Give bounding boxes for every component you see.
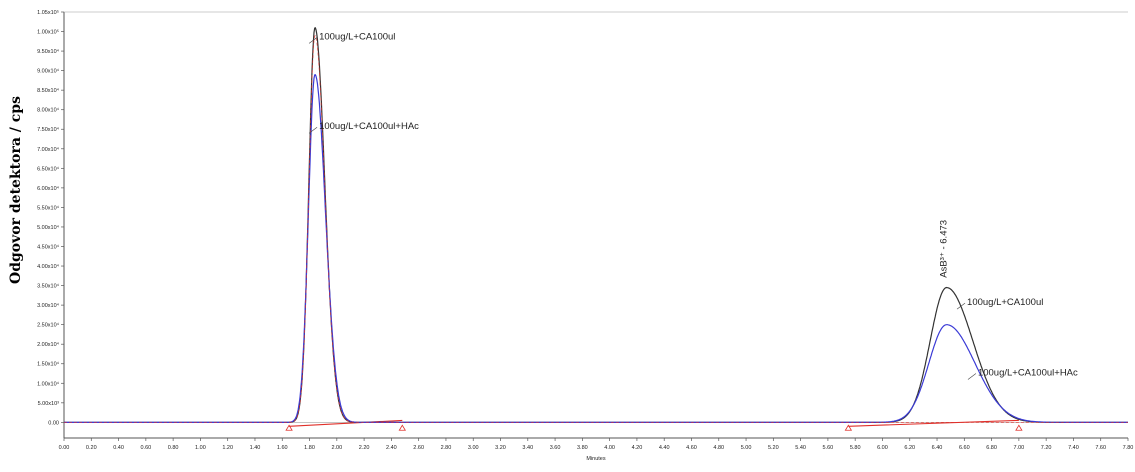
series-annotation: 100ug/L+CA100ul bbox=[967, 297, 1043, 308]
x-tick-label: 4.20 bbox=[632, 445, 643, 451]
x-tick-label: 1.40 bbox=[250, 445, 261, 451]
series-line-ca100ul-hac bbox=[64, 74, 1128, 423]
x-tick-label: 6.80 bbox=[986, 445, 997, 451]
x-tick-label: 0.00 bbox=[59, 445, 70, 451]
series-annotation: 100ug/L+CA100ul+HAc bbox=[319, 121, 419, 132]
x-tick-label: 1.00 bbox=[195, 445, 206, 451]
series-annotation: 100ug/L+CA100ul+HAc bbox=[978, 367, 1078, 378]
baseline-marker bbox=[285, 424, 293, 431]
y-tick-label: 5.00x10³ bbox=[38, 401, 60, 407]
x-tick-label: 1.20 bbox=[222, 445, 233, 451]
x-tick-label: 0.40 bbox=[113, 445, 124, 451]
x-tick-label: 3.40 bbox=[522, 445, 533, 451]
y-tick-label: 9.00x10⁴ bbox=[37, 68, 60, 75]
x-tick-label: 5.60 bbox=[823, 445, 834, 451]
annotation-leader bbox=[308, 127, 318, 134]
x-tick-label: 5.40 bbox=[795, 445, 806, 451]
annotation-leader bbox=[967, 373, 977, 380]
annotation-leader bbox=[956, 302, 966, 310]
x-tick-label: 4.60 bbox=[686, 445, 697, 451]
x-tick-label: 3.00 bbox=[468, 445, 479, 451]
x-tick-label: 1.60 bbox=[277, 445, 288, 451]
y-ticks: 0.00 5.00x10³ 1.00x10⁴ 1.50x10⁴ 2.00x10⁴ 2.50… bbox=[37, 9, 64, 426]
x-tick-label: 0.60 bbox=[140, 445, 151, 451]
x-tick-label: 7.00 bbox=[1014, 445, 1025, 451]
y-tick-label: 8.00x10⁴ bbox=[37, 107, 60, 114]
baseline-marker bbox=[844, 424, 853, 431]
x-ticks: 0.00 0.20 0.40 0.60 0.80 1.00 1.20 1.40 1.60 1.80… bbox=[59, 438, 1134, 451]
y-tick-label: 7.00x10⁴ bbox=[37, 146, 60, 153]
x-tick-label: 0.80 bbox=[168, 445, 179, 451]
x-tick-label: 3.60 bbox=[550, 445, 561, 451]
x-tick-label: 5.80 bbox=[850, 445, 861, 451]
y-tick-label: 1.00x10⁴ bbox=[37, 380, 60, 387]
y-tick-label: 2.50x10⁴ bbox=[37, 322, 60, 329]
y-tick-label: 6.50x10⁴ bbox=[37, 165, 60, 172]
x-tick-label: 6.20 bbox=[904, 445, 915, 451]
baseline-marker bbox=[398, 424, 407, 431]
x-tick-label: 7.80 bbox=[1123, 445, 1134, 451]
y-tick-label: 3.00x10⁴ bbox=[37, 302, 60, 309]
x-tick-label: 4.40 bbox=[659, 445, 670, 451]
x-tick-label: 1.80 bbox=[304, 445, 315, 451]
x-tick-label: 2.60 bbox=[413, 445, 424, 451]
x-tick-label: 6.00 bbox=[877, 445, 888, 451]
x-tick-label: 6.40 bbox=[932, 445, 943, 451]
baseline-group bbox=[285, 419, 1023, 431]
x-axis-label: Minutes bbox=[586, 456, 606, 462]
x-tick-label: 2.40 bbox=[386, 445, 397, 451]
y-tick-label: 6.00x10⁴ bbox=[37, 185, 60, 192]
series-line-overlay bbox=[64, 35, 1128, 423]
baseline-marker bbox=[1015, 424, 1023, 431]
y-tick-label: 4.50x10⁴ bbox=[37, 243, 60, 250]
x-tick-label: 2.20 bbox=[359, 445, 370, 451]
x-tick-label: 5.00 bbox=[741, 445, 752, 451]
series-group bbox=[64, 27, 1128, 423]
y-tick-label: 2.00x10⁴ bbox=[37, 341, 60, 348]
annotation-leader bbox=[308, 37, 318, 44]
x-tick-label: 3.20 bbox=[495, 445, 506, 451]
y-tick-label: 1.00x10⁵ bbox=[37, 29, 59, 36]
x-tick-label: 4.00 bbox=[604, 445, 615, 451]
axes bbox=[63, 11, 1128, 439]
x-tick-label: 7.40 bbox=[1068, 445, 1079, 451]
x-tick-label: 2.00 bbox=[331, 445, 342, 451]
x-tick-label: 2.80 bbox=[441, 445, 452, 451]
x-tick-label: 5.20 bbox=[768, 445, 779, 451]
y-tick-label: 5.00x10⁴ bbox=[37, 224, 60, 231]
x-tick-label: 7.60 bbox=[1095, 445, 1106, 451]
annotations: 100ug/L+CA100ul 100ug/L+CA100ul+HAc 100ug/… bbox=[308, 31, 1078, 380]
y-tick-label: 9.50x10⁴ bbox=[37, 48, 60, 55]
y-tick-label: 1.05x10⁵ bbox=[37, 9, 59, 16]
x-tick-label: 3.80 bbox=[577, 445, 588, 451]
x-tick-label: 7.20 bbox=[1041, 445, 1052, 451]
x-tick-label: 0.20 bbox=[86, 445, 97, 451]
y-tick-label: 0.00 bbox=[48, 420, 59, 426]
y-tick-label: 5.50x10⁴ bbox=[37, 204, 60, 211]
peak-retention-label: AsB³⁺ - 6.473 bbox=[939, 220, 950, 278]
x-tick-label: 6.60 bbox=[959, 445, 970, 451]
series-annotation: 100ug/L+CA100ul bbox=[319, 31, 395, 42]
series-line-ca100ul bbox=[64, 27, 1128, 423]
integration-baseline bbox=[289, 419, 1019, 427]
y-tick-label: 7.50x10⁴ bbox=[37, 126, 60, 133]
y-tick-label: 4.00x10⁴ bbox=[37, 263, 60, 270]
y-tick-label: 3.50x10⁴ bbox=[37, 283, 60, 290]
y-tick-label: 1.50x10⁴ bbox=[37, 361, 60, 368]
y-tick-label: 8.50x10⁴ bbox=[37, 87, 60, 94]
x-tick-label: 4.80 bbox=[713, 445, 724, 451]
